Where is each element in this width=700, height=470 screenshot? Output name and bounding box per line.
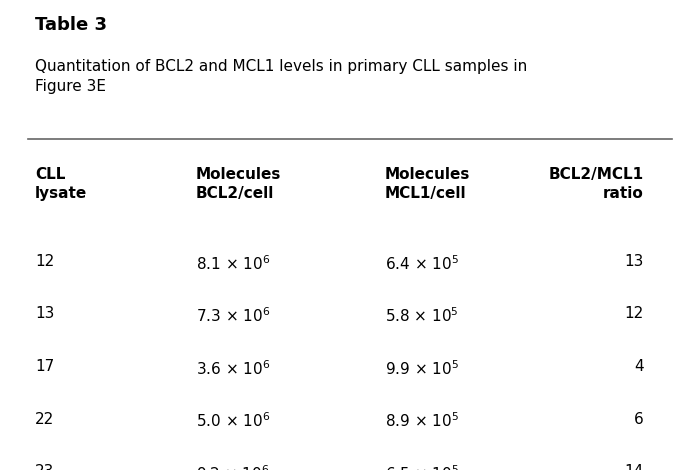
Text: 14: 14 — [624, 464, 644, 470]
Text: 5.8 × 10$^{5}$: 5.8 × 10$^{5}$ — [385, 306, 459, 325]
Text: 4: 4 — [634, 359, 644, 374]
Text: 7.3 × 10$^{6}$: 7.3 × 10$^{6}$ — [196, 306, 270, 325]
Text: 22: 22 — [35, 412, 55, 427]
Text: BCL2/MCL1
ratio: BCL2/MCL1 ratio — [549, 167, 644, 201]
Text: 12: 12 — [624, 306, 644, 321]
Text: 6.5 × 10$^{5}$: 6.5 × 10$^{5}$ — [385, 464, 459, 470]
Text: 6.4 × 10$^{5}$: 6.4 × 10$^{5}$ — [385, 254, 459, 273]
Text: Table 3: Table 3 — [35, 16, 107, 34]
Text: 13: 13 — [624, 254, 644, 269]
Text: 13: 13 — [35, 306, 55, 321]
Text: 9.9 × 10$^{5}$: 9.9 × 10$^{5}$ — [385, 359, 459, 378]
Text: 8.9 × 10$^{5}$: 8.9 × 10$^{5}$ — [385, 412, 459, 431]
Text: Molecules
MCL1/cell: Molecules MCL1/cell — [385, 167, 470, 201]
Text: Quantitation of BCL2 and MCL1 levels in primary CLL samples in
Figure 3E: Quantitation of BCL2 and MCL1 levels in … — [35, 59, 527, 94]
Text: 9.2 × 10$^{6}$: 9.2 × 10$^{6}$ — [196, 464, 270, 470]
Text: CLL
lysate: CLL lysate — [35, 167, 88, 201]
Text: Molecules
BCL2/cell: Molecules BCL2/cell — [196, 167, 281, 201]
Text: 12: 12 — [35, 254, 55, 269]
Text: 6: 6 — [634, 412, 644, 427]
Text: 8.1 × 10$^{6}$: 8.1 × 10$^{6}$ — [196, 254, 270, 273]
Text: 23: 23 — [35, 464, 55, 470]
Text: 5.0 × 10$^{6}$: 5.0 × 10$^{6}$ — [196, 412, 270, 431]
Text: 3.6 × 10$^{6}$: 3.6 × 10$^{6}$ — [196, 359, 270, 378]
Text: 17: 17 — [35, 359, 55, 374]
